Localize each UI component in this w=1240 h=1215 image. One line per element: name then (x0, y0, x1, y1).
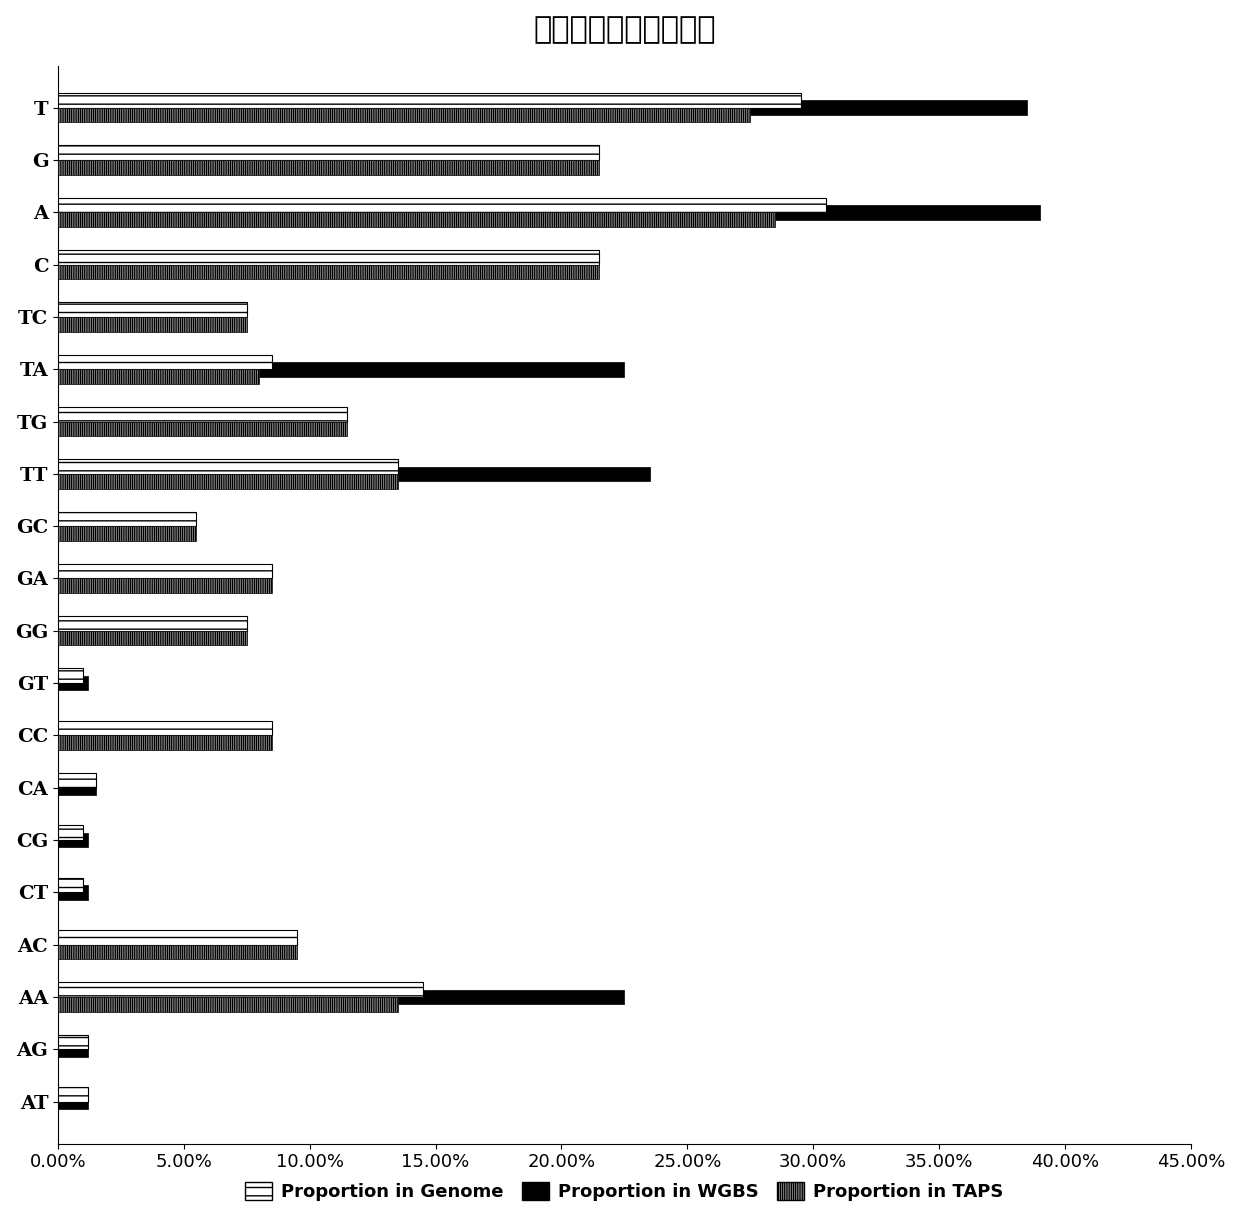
Bar (58, 250, 599, 265)
Title: 单核苷和二核苷覆盖度: 单核苷和二核苷覆盖度 (533, 15, 715, 44)
Bar (58, 929, 298, 945)
Bar (58, 213, 775, 227)
Bar (58, 773, 95, 787)
Bar (58, 512, 196, 526)
Bar (58, 459, 398, 474)
Bar (58, 945, 298, 960)
Bar (58, 369, 259, 384)
Bar (58, 362, 625, 377)
Bar (58, 1095, 88, 1109)
Bar (58, 983, 423, 998)
Bar (58, 317, 247, 332)
Bar (58, 265, 599, 279)
Bar (58, 885, 88, 900)
Bar (58, 631, 247, 645)
Bar (58, 564, 272, 578)
Bar (58, 735, 272, 750)
Bar (58, 355, 272, 369)
Bar (58, 832, 88, 847)
Bar (58, 990, 625, 1005)
Bar (58, 1042, 88, 1057)
Bar (58, 1035, 88, 1050)
Bar (58, 101, 1027, 115)
Bar (58, 825, 83, 840)
Bar (58, 205, 1040, 220)
Bar (58, 998, 398, 1012)
Bar (58, 303, 247, 317)
Bar (58, 474, 398, 488)
Bar (58, 720, 272, 735)
Bar (58, 1087, 88, 1102)
Bar (58, 146, 599, 160)
Bar (58, 526, 196, 541)
Bar (58, 780, 95, 795)
Bar (58, 616, 247, 631)
Legend: Proportion in Genome, Proportion in WGBS, Proportion in TAPS: Proportion in Genome, Proportion in WGBS… (237, 1172, 1012, 1210)
Bar (58, 108, 750, 123)
Bar (58, 467, 650, 481)
Bar (58, 676, 88, 690)
Bar (58, 407, 347, 422)
Bar (58, 94, 801, 108)
Bar (58, 668, 83, 683)
Bar (58, 160, 599, 175)
Bar (58, 877, 83, 892)
Bar (58, 422, 347, 436)
Bar (58, 198, 826, 213)
Bar (58, 578, 272, 593)
